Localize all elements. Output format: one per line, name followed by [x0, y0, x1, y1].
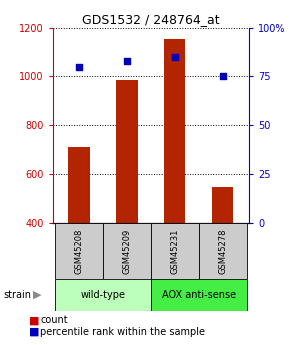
Text: ■: ■ [29, 315, 40, 325]
Bar [68, 147, 90, 223]
Text: percentile rank within the sample: percentile rank within the sample [40, 327, 206, 337]
Text: ▶: ▶ [33, 290, 42, 300]
Text: GSM45208: GSM45208 [74, 228, 83, 274]
Text: GSM45209: GSM45209 [122, 228, 131, 274]
Point [220, 73, 225, 79]
Bar [151, 223, 199, 279]
Bar [212, 187, 233, 223]
Text: GSM45278: GSM45278 [218, 228, 227, 274]
Bar [55, 223, 103, 279]
Text: AOX anti-sense: AOX anti-sense [162, 290, 236, 300]
Point [172, 54, 177, 60]
Text: count: count [40, 315, 68, 325]
Text: strain: strain [3, 290, 31, 300]
Point [124, 58, 129, 63]
Bar [55, 279, 151, 311]
Text: GSM45231: GSM45231 [170, 228, 179, 274]
Bar [164, 39, 185, 223]
Point [76, 64, 81, 69]
Bar [151, 279, 247, 311]
Text: ■: ■ [29, 327, 40, 337]
Bar [116, 80, 138, 223]
Title: GDS1532 / 248764_at: GDS1532 / 248764_at [82, 13, 220, 27]
Text: wild-type: wild-type [80, 290, 125, 300]
Bar [103, 223, 151, 279]
Bar [199, 223, 247, 279]
